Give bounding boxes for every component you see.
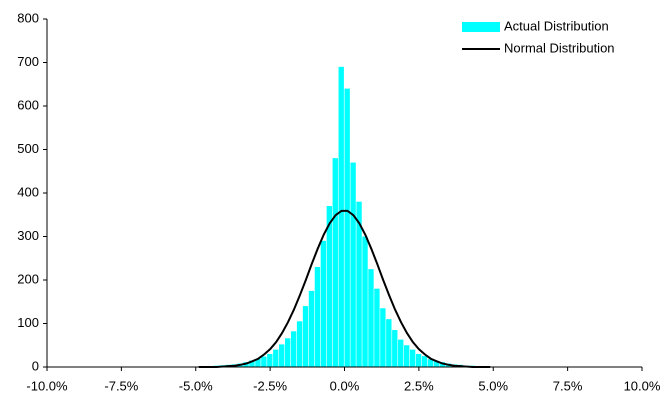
legend-label: Actual Distribution: [504, 18, 609, 33]
histogram-bar: [255, 358, 261, 367]
y-tick-label: 800: [17, 10, 39, 25]
histogram-bar: [249, 360, 255, 367]
histogram-bar: [326, 206, 332, 367]
x-tick-label: -5.0%: [179, 378, 213, 393]
histogram-bar: [356, 201, 362, 367]
histogram-bar: [314, 266, 321, 367]
x-tick-label: -7.5%: [104, 378, 138, 393]
histogram-bar: [308, 290, 315, 367]
x-tick-label: -10.0%: [26, 378, 68, 393]
y-tick-label: 600: [17, 97, 39, 112]
y-tick-label: 0: [32, 358, 39, 373]
histogram-bar: [374, 288, 380, 367]
histogram-bar: [296, 321, 303, 367]
distribution-line: [198, 209, 491, 368]
y-tick-label: 700: [17, 54, 39, 69]
x-tick-label: 7.5%: [553, 378, 583, 393]
x-tick-label: 0.0%: [330, 378, 360, 393]
x-tick-label: 2.5%: [404, 378, 434, 393]
histogram-bar: [433, 360, 440, 367]
histogram-bar: [350, 162, 356, 367]
legend-swatch: [462, 22, 500, 32]
histogram-bar: [380, 308, 386, 367]
histogram-bar: [386, 319, 392, 367]
histogram-bar: [285, 338, 291, 367]
y-tick-label: 100: [17, 315, 39, 330]
histogram-bar: [415, 353, 422, 367]
histogram-bar: [338, 66, 344, 367]
histogram-bar: [261, 356, 267, 367]
x-tick-label: -2.5%: [253, 378, 287, 393]
y-tick-label: 200: [17, 271, 39, 286]
y-tick-label: 500: [17, 141, 39, 156]
histogram-bar: [267, 353, 273, 367]
histogram-bar: [302, 306, 309, 367]
x-tick-label: 10.0%: [624, 378, 661, 393]
histogram-bar: [273, 349, 279, 367]
histogram-bar: [392, 330, 398, 367]
histogram-bar: [344, 88, 350, 367]
histogram-bar: [368, 269, 374, 367]
x-tick-label: 5.0%: [478, 378, 508, 393]
legend-label: Normal Distribution: [504, 40, 615, 55]
histogram-bar: [404, 345, 410, 367]
histogram-bar: [439, 362, 446, 367]
histogram-bar: [421, 356, 428, 367]
y-tick-label: 400: [17, 184, 39, 199]
histogram-bar: [427, 359, 434, 367]
histogram-bar: [279, 344, 285, 367]
histogram-bar: [320, 240, 327, 367]
y-tick-label: 300: [17, 228, 39, 243]
histogram-bar: [362, 236, 368, 367]
histogram-bar: [290, 331, 297, 367]
histogram-bar: [409, 349, 416, 367]
histogram-bar: [398, 339, 404, 367]
histogram-bar: [332, 158, 338, 367]
